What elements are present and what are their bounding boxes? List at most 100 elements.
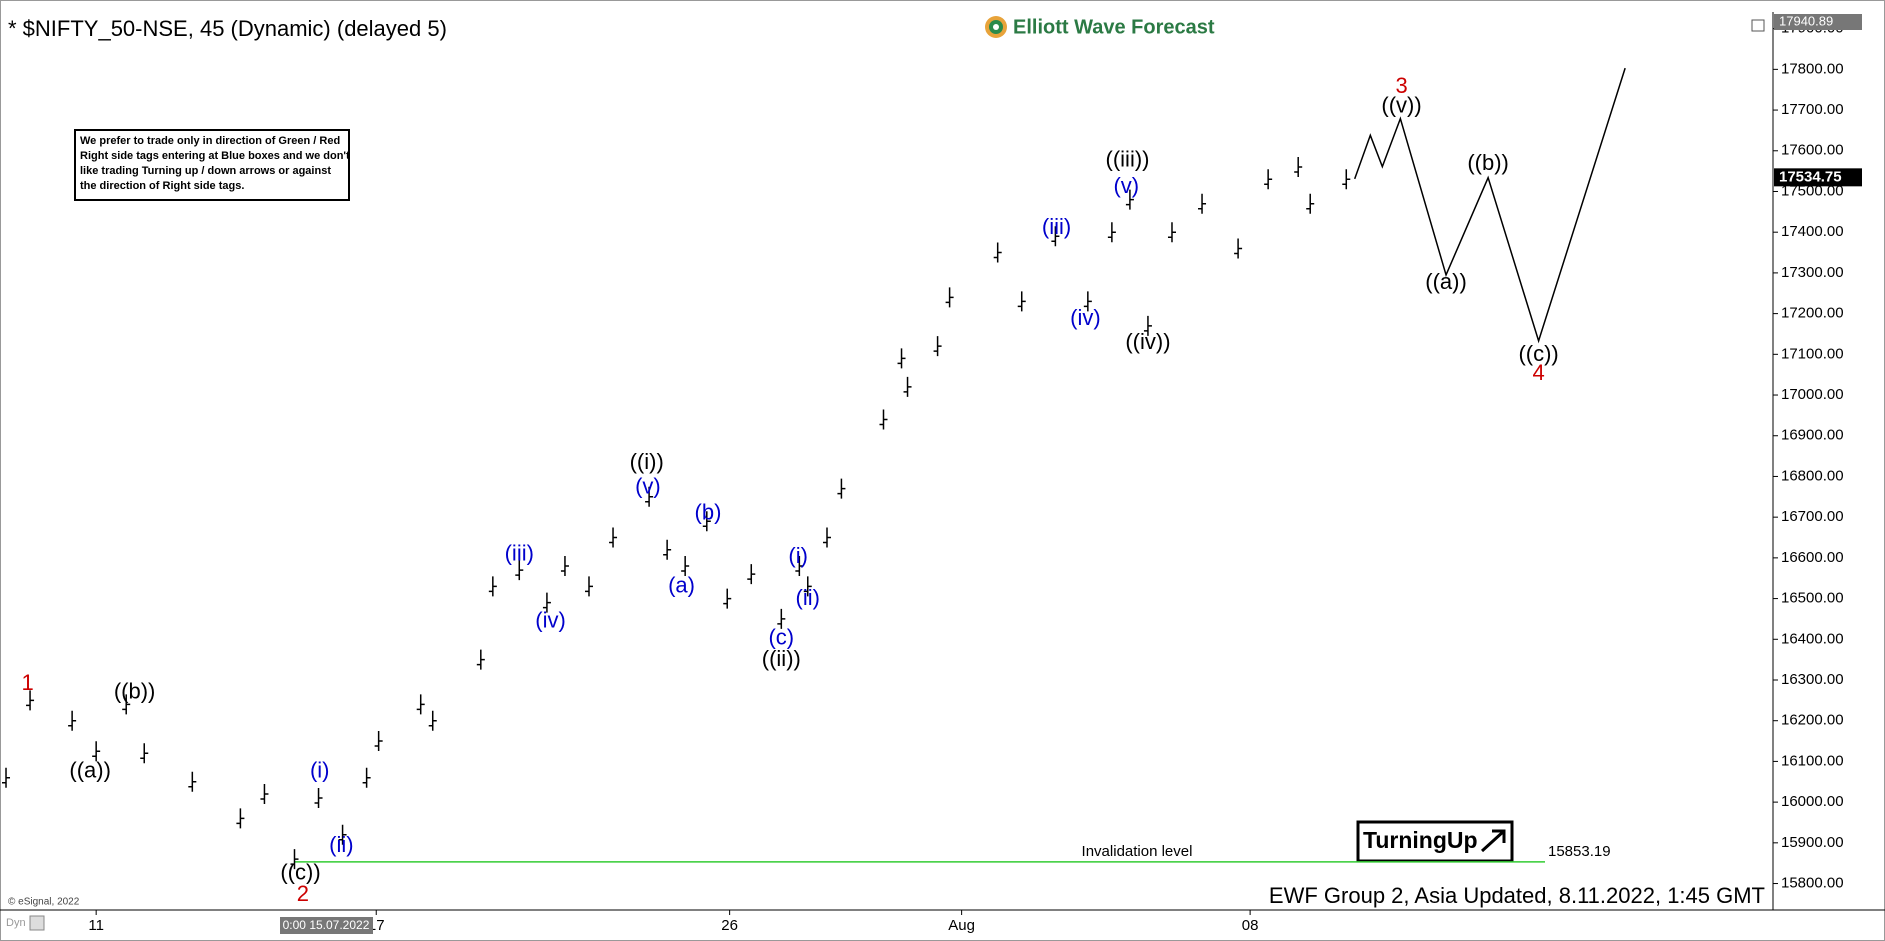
- corner-icon: [29, 915, 45, 931]
- price-bar: [1107, 222, 1116, 243]
- copyright: © eSignal, 2022: [8, 897, 80, 908]
- wave-label: 2: [297, 881, 309, 906]
- y-tick-label: 17600.00: [1781, 142, 1844, 159]
- projection-path: [1353, 67, 1626, 344]
- wave-label: (iii): [505, 540, 534, 565]
- wave-label: (iii): [1042, 214, 1071, 239]
- price-bar: [1083, 291, 1092, 312]
- y-tick-label: 17100.00: [1781, 345, 1844, 362]
- footer: EWF Group 2, Asia Updated, 8.11.2022, 1:…: [1269, 883, 1765, 908]
- note-box: [74, 129, 350, 201]
- price-bar: [1198, 193, 1207, 214]
- top-price-tag: [1774, 14, 1862, 30]
- cursor-date-box: [280, 917, 373, 934]
- price-bar: [702, 511, 711, 532]
- y-tick-label: 16400.00: [1781, 630, 1844, 647]
- top-price-label: 17940.89: [1779, 13, 1833, 28]
- chart-title: * $NIFTY_50-NSE, 45 (Dynamic) (delayed 5…: [8, 16, 447, 41]
- price-bar: [645, 486, 654, 507]
- wave-label: 1: [22, 670, 34, 695]
- note-line: the direction of Right side tags.: [80, 180, 244, 192]
- price-bar: [1017, 291, 1026, 312]
- wave-label: (ii): [329, 832, 353, 857]
- wave-label: ((a)): [69, 757, 111, 782]
- wave-label: (ii): [796, 585, 820, 610]
- badge-arrow: [1480, 829, 1506, 853]
- price-bar: [68, 710, 77, 731]
- invalidation-value: 15853.19: [1548, 843, 1611, 860]
- last-price-tag: [1774, 168, 1862, 187]
- price-bar: [803, 576, 812, 597]
- x-tick-label: 08: [1242, 917, 1259, 934]
- wave-label: ((b)): [114, 678, 156, 703]
- price-bar: [314, 788, 323, 809]
- badge-label: TurningUp: [1363, 827, 1478, 853]
- wave-label: (i): [310, 757, 330, 782]
- price-bar: [26, 690, 35, 711]
- y-tick-label: 16700.00: [1781, 508, 1844, 525]
- price-bar: [560, 556, 569, 577]
- y-tick-label: 16800.00: [1781, 467, 1844, 484]
- brand-logo: Elliott Wave Forecast: [985, 16, 1215, 38]
- price-bar: [260, 783, 269, 804]
- price-bar: [584, 576, 593, 597]
- wave-label: (c): [768, 624, 794, 649]
- y-tick-label: 16300.00: [1781, 671, 1844, 688]
- y-tick-label: 17500.00: [1781, 182, 1844, 199]
- price-bar: [428, 710, 437, 731]
- window-icon: [1751, 19, 1765, 32]
- price-bar: [681, 556, 690, 577]
- wave-label: (v): [1113, 173, 1139, 198]
- logo-dot: [993, 24, 999, 30]
- corner-label: Dyn: [6, 917, 26, 929]
- y-tick-label: 17800.00: [1781, 60, 1844, 77]
- price-bar: [140, 743, 149, 764]
- price-bar: [609, 527, 618, 548]
- price-bar: [723, 588, 732, 609]
- wave-label: ((v)): [1381, 93, 1421, 118]
- price-bar: [374, 731, 383, 752]
- price-bar: [879, 409, 888, 430]
- price-bar: [488, 576, 497, 597]
- price-bar: [747, 564, 756, 585]
- price-bar: [945, 287, 954, 308]
- y-tick-label: 16000.00: [1781, 793, 1844, 810]
- price-bar: [122, 694, 131, 715]
- wave-label: ((c)): [280, 860, 320, 885]
- cursor-date: 0:00 15.07.2022: [283, 918, 370, 932]
- y-tick-label: 16900.00: [1781, 427, 1844, 444]
- y-tick-label: 17200.00: [1781, 305, 1844, 322]
- price-bar: [1342, 169, 1351, 190]
- price-bar: [1125, 189, 1134, 210]
- price-bar: [1294, 157, 1303, 178]
- last-price-label: 17534.75: [1779, 168, 1842, 185]
- price-bar: [338, 824, 347, 845]
- price-bar: [837, 478, 846, 499]
- price-bar: [236, 808, 245, 829]
- price-bar: [290, 849, 299, 870]
- wave-label: 4: [1532, 360, 1544, 385]
- x-tick-label: Aug: [948, 917, 975, 934]
- price-bar: [897, 348, 906, 369]
- price-bar: [795, 556, 804, 577]
- price-bar: [663, 539, 672, 560]
- y-tick-label: 15900.00: [1781, 834, 1844, 851]
- price-bar: [903, 376, 912, 397]
- wave-label: (i): [788, 543, 808, 568]
- price-bar: [476, 649, 485, 670]
- note-line: like trading Turning up / down arrows or…: [80, 165, 331, 177]
- turning-up-badge: [1356, 820, 1514, 863]
- note-line: We prefer to trade only in direction of …: [80, 135, 340, 147]
- wave-label: ((i)): [630, 449, 664, 474]
- wave-label: ((a)): [1425, 269, 1467, 294]
- brand-name: Elliott Wave Forecast: [1013, 16, 1215, 38]
- y-tick-label: 17000.00: [1781, 386, 1844, 403]
- y-tick-label: 16600.00: [1781, 549, 1844, 566]
- y-tick-label: 17300.00: [1781, 264, 1844, 281]
- y-tick-label: 17700.00: [1781, 101, 1844, 118]
- y-tick-label: 16100.00: [1781, 752, 1844, 769]
- wave-label: (a): [668, 573, 695, 598]
- price-bar: [993, 242, 1002, 263]
- price-bar: [515, 560, 524, 581]
